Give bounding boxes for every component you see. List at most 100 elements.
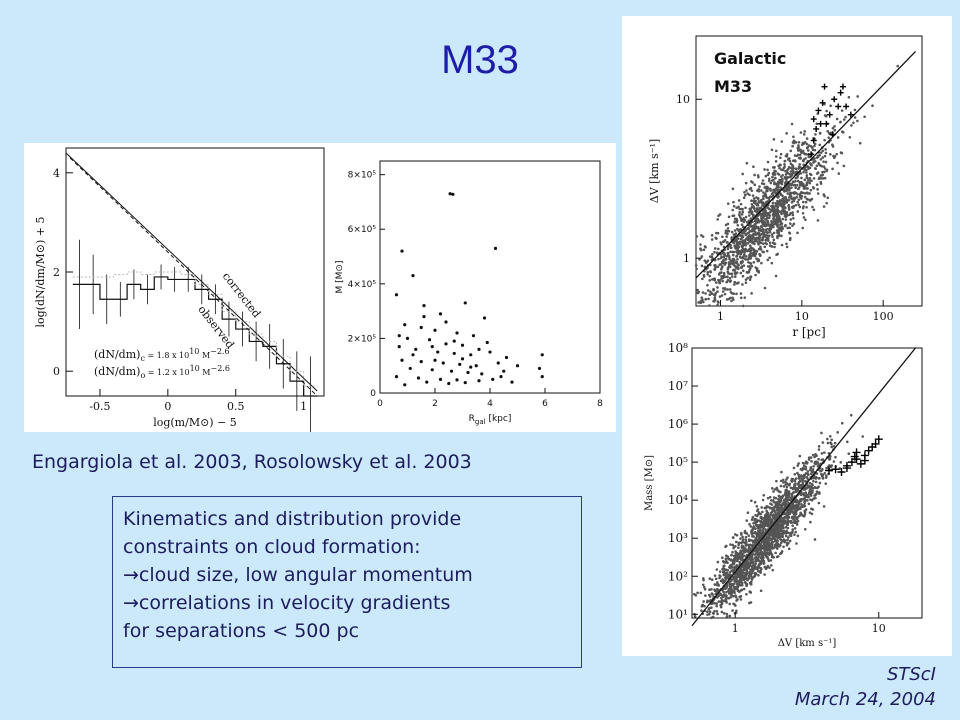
galactic-point [809, 520, 812, 524]
galactic-point [725, 583, 729, 587]
galactic-point [745, 189, 748, 192]
galactic-point [766, 522, 770, 525]
galactic-point [795, 183, 799, 187]
galactic-point [732, 562, 736, 566]
galactic-point [786, 192, 790, 195]
galactic-point [767, 519, 771, 523]
galactic-point [744, 281, 748, 285]
galactic-point [745, 583, 749, 587]
galactic-point [828, 458, 831, 461]
galactic-point [767, 525, 771, 528]
galactic-point [722, 612, 726, 615]
galactic-point [731, 253, 735, 257]
data-point [397, 345, 401, 349]
galactic-point [795, 542, 798, 545]
equation-part: c [140, 354, 145, 363]
galactic-point [787, 547, 791, 551]
galactic-point [724, 597, 728, 601]
galactic-point [770, 148, 774, 152]
galactic-point [805, 461, 809, 464]
galactic-point [803, 178, 807, 182]
galactic-point [730, 230, 734, 234]
galactic-point [726, 288, 730, 291]
galactic-point [841, 131, 845, 134]
galactic-point [798, 153, 802, 157]
galactic-point [790, 505, 794, 509]
galactic-point [784, 483, 788, 486]
galactic-point [786, 226, 790, 230]
y-tick-label: 10⁶ [668, 417, 688, 431]
galactic-point [790, 496, 794, 499]
galactic-point [780, 243, 784, 247]
galactic-point [774, 149, 778, 153]
galactic-point [813, 455, 816, 459]
galactic-point [735, 564, 739, 567]
galactic-point [726, 561, 729, 565]
galactic-point [763, 223, 767, 227]
right-figure-panel: 1 10 100 1 10 r [pc] ΔV [km s⁻¹] Galactic M33 1 10… [622, 16, 952, 656]
galactic-point [813, 157, 816, 160]
galactic-point [803, 166, 807, 170]
galactic-point [755, 257, 758, 260]
galactic-point [762, 197, 765, 201]
galactic-point [803, 195, 807, 199]
galactic-point [772, 173, 775, 176]
galactic-point [781, 519, 785, 522]
galactic-point [752, 207, 756, 210]
galactic-point [746, 543, 749, 546]
x-axis-label: Rgal [kpc] [469, 414, 512, 426]
y-tick-label: 4×10⁵ [348, 280, 377, 290]
galactic-point [842, 164, 846, 168]
galactic-point [762, 562, 766, 565]
galactic-point [740, 251, 744, 254]
galactic-point [796, 464, 800, 467]
galactic-point [813, 460, 817, 464]
galactic-point [720, 602, 723, 606]
data-point [471, 334, 476, 338]
fit-equation-corrected: (dN/dm)c = 1.8 x 1010 M−2.6 [94, 347, 230, 363]
galactic-point [766, 186, 770, 190]
galactic-point [737, 199, 741, 202]
galactic-point [728, 288, 732, 291]
galactic-point [777, 497, 780, 501]
galactic-point [789, 170, 793, 173]
galactic-point [739, 594, 743, 598]
galactic-point [806, 470, 810, 473]
y-tick-label: 10⁷ [668, 379, 688, 393]
galactic-point [775, 542, 779, 546]
galactic-point [718, 570, 722, 573]
galactic-point [779, 193, 783, 197]
galactic-point [781, 177, 784, 181]
galactic-point [772, 188, 775, 192]
galactic-point [815, 472, 819, 475]
galactic-point [789, 192, 793, 196]
galactic-point [793, 154, 797, 157]
galactic-point [719, 593, 723, 597]
galactic-point [795, 505, 799, 509]
galactic-point [774, 551, 777, 555]
galactic-point [784, 525, 788, 529]
galactic-point [720, 600, 723, 604]
m33-point [831, 465, 840, 474]
galactic-point [747, 561, 750, 565]
galactic-point [748, 268, 751, 272]
galactic-point [786, 526, 790, 530]
galactic-point [839, 120, 842, 124]
galactic-point [784, 198, 787, 201]
galactic-point [751, 560, 755, 564]
galactic-point [754, 537, 758, 540]
galactic-point [703, 587, 707, 591]
galactic-point [751, 240, 755, 244]
galactic-point [777, 195, 780, 198]
galactic-point [811, 146, 814, 149]
galactic-point [804, 157, 807, 160]
galactic-point [789, 486, 793, 490]
galactic-point [742, 216, 746, 220]
galactic-point [729, 543, 732, 546]
galactic-point [811, 483, 814, 487]
galactic-point [807, 492, 811, 496]
x-tick-label: 10 [795, 310, 809, 323]
galactic-point [745, 519, 749, 522]
galactic-point [801, 466, 805, 470]
galactic-point [746, 511, 750, 515]
